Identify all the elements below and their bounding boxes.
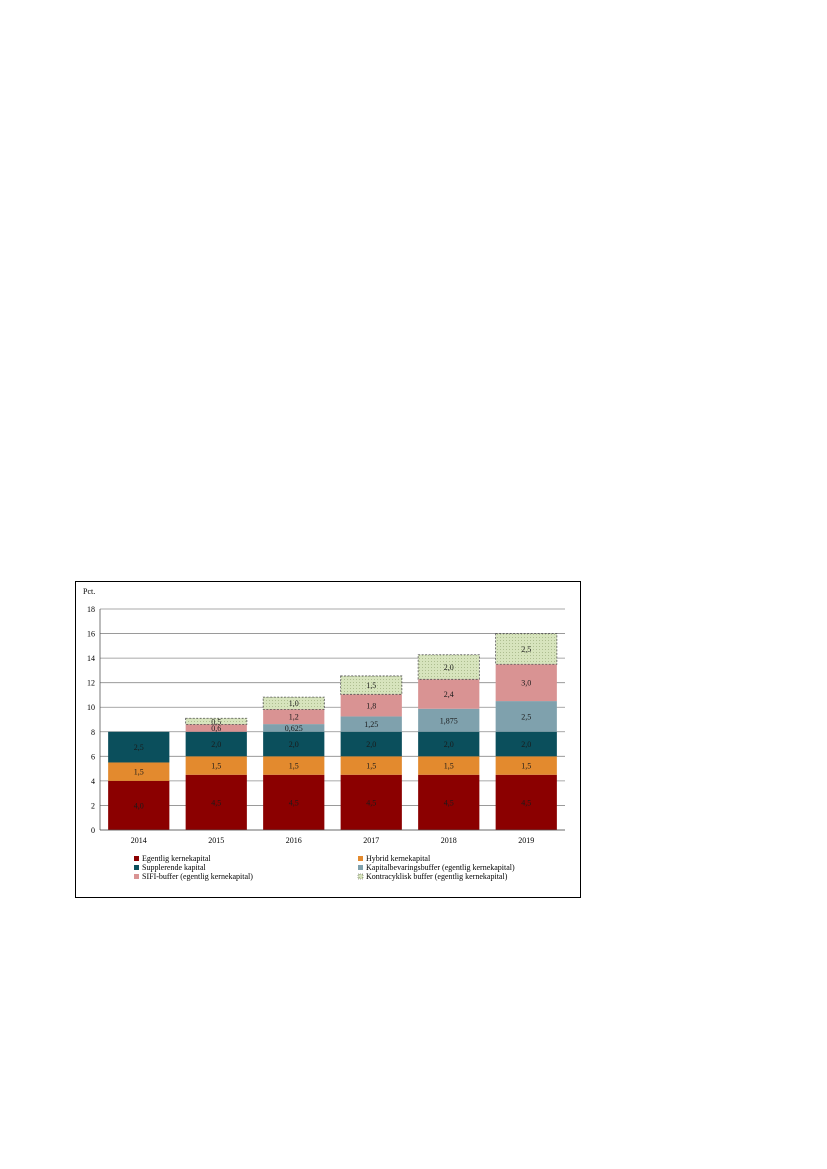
x-tick-label: 2017 <box>363 836 379 845</box>
data-label: 1,5 <box>366 681 376 690</box>
data-label: 1,875 <box>440 716 458 725</box>
bar-segment <box>340 716 402 732</box>
data-label: 1,0 <box>289 699 299 708</box>
bar-segment <box>418 708 480 732</box>
y-tick-label: 18 <box>87 605 95 614</box>
data-label: 1,5 <box>521 762 531 771</box>
legend-label: Kontracyklisk buffer (egentlig kernekapi… <box>366 872 508 881</box>
data-label: 2,0 <box>211 740 221 749</box>
bar-segment <box>495 633 558 665</box>
bar-segment <box>418 731 480 757</box>
bar-segment <box>185 774 247 830</box>
stacked-bar-chart: Pct. 4,0 1,5 2,5 4,5 1,5 2,0 0,60,5 4,5 1,5 2,0 0,… <box>83 587 565 881</box>
data-label: 2,0 <box>289 740 299 749</box>
data-label: 4,5 <box>211 798 221 807</box>
data-label: 2,0 <box>521 740 531 749</box>
x-tick-label: 2019 <box>518 836 534 845</box>
y-tick-label: 0 <box>91 826 95 835</box>
bar-segment <box>108 780 170 830</box>
y-axis-label: Pct. <box>83 587 95 596</box>
data-label: 1,5 <box>211 762 221 771</box>
legend-label: Kapitalbevaringsbuffer (egentlig kerneka… <box>366 863 515 872</box>
bar-segment <box>263 774 325 830</box>
x-tick-label: 2016 <box>286 836 302 845</box>
data-label: 0,5 <box>211 717 221 726</box>
data-label: 1,2 <box>289 713 299 722</box>
bar-segment <box>340 756 402 775</box>
x-tick-label: 2015 <box>208 836 224 845</box>
bar-segment <box>418 679 480 709</box>
data-label: 4,0 <box>134 801 144 810</box>
data-label: 1,5 <box>444 762 454 771</box>
bar-segment <box>263 724 325 732</box>
legend-swatch <box>134 865 139 870</box>
bar-segment <box>185 724 247 732</box>
bar-segment <box>417 654 480 680</box>
data-label: 4,5 <box>366 798 376 807</box>
legend-label: SIFI-buffer (egentlig kernekapital) <box>142 872 253 881</box>
legend-swatch <box>134 856 139 861</box>
y-tick-label: 4 <box>91 777 95 786</box>
bar-segment <box>495 756 557 775</box>
legend-swatch <box>357 873 364 880</box>
bar-segment <box>263 709 325 725</box>
bar-segment <box>340 694 402 717</box>
bar-segment <box>495 701 557 732</box>
y-tick-label: 16 <box>87 630 95 639</box>
data-label: 1,8 <box>366 701 376 710</box>
legend-label: Egentlig kernekapital <box>142 854 211 863</box>
bar-segment <box>495 731 557 757</box>
legend-label: Hybrid kernekapital <box>366 854 431 863</box>
x-tick-label: 2014 <box>131 836 147 845</box>
data-label: 0,6 <box>211 724 221 733</box>
data-label: 4,5 <box>444 798 454 807</box>
bar-segment <box>495 664 557 702</box>
bar-segment <box>418 756 480 775</box>
y-tick-label: 12 <box>87 679 95 688</box>
bar-segment <box>262 696 325 710</box>
data-label: 2,0 <box>366 740 376 749</box>
y-tick-label: 8 <box>91 728 95 737</box>
bar-segment <box>185 756 247 775</box>
data-label: 2,5 <box>134 743 144 752</box>
y-tick-label: 6 <box>91 752 95 761</box>
data-label: 2,0 <box>444 663 454 672</box>
bar-segment <box>108 762 170 781</box>
bar-segment <box>340 675 403 695</box>
bar-segment <box>185 717 248 725</box>
data-label: 3,0 <box>521 679 531 688</box>
data-label: 2,5 <box>521 712 531 721</box>
data-label: 0,625 <box>285 724 303 733</box>
data-label: 2,4 <box>444 690 454 699</box>
bar-segment <box>185 731 247 757</box>
bar-segment <box>263 756 325 775</box>
x-tick-label: 2018 <box>441 836 457 845</box>
legend-swatch <box>134 874 139 879</box>
legend-swatch <box>358 865 363 870</box>
bar-segment <box>263 731 325 757</box>
bar-segment <box>340 731 402 757</box>
y-tick-label: 2 <box>91 801 95 810</box>
data-label: 1,5 <box>289 762 299 771</box>
legend-label: Supplerende kapital <box>142 863 207 872</box>
legend-swatch <box>358 856 363 861</box>
y-tick-label: 14 <box>87 654 95 663</box>
data-label: 4,5 <box>521 798 531 807</box>
bar-segment <box>418 774 480 830</box>
data-label: 2,5 <box>521 645 531 654</box>
data-label: 4,5 <box>289 798 299 807</box>
bar-segment <box>495 774 557 830</box>
data-label: 1,5 <box>366 762 376 771</box>
y-tick-label: 10 <box>87 703 95 712</box>
bar-segment <box>108 731 170 763</box>
data-label: 1,5 <box>134 768 144 777</box>
chart-frame: Pct. 4,0 1,5 2,5 4,5 1,5 2,0 0,6 0,5 4,5 1,5 2,0 0,… <box>75 581 581 898</box>
data-label: 1,25 <box>364 720 378 729</box>
bar-segment <box>340 774 402 830</box>
data-label: 2,0 <box>444 740 454 749</box>
